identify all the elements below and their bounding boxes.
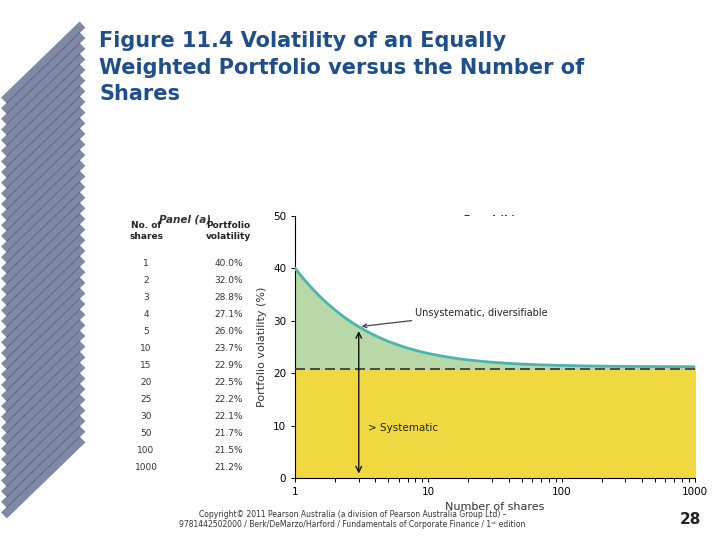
Text: Panel (b): Panel (b) [463, 214, 515, 224]
Text: 21.7%: 21.7% [214, 429, 243, 438]
Text: 50: 50 [140, 429, 152, 438]
Text: Copyright© 2011 Pearson Australia (a division of Pearson Australia Group Ltd) –
: Copyright© 2011 Pearson Australia (a div… [179, 510, 526, 529]
X-axis label: Number of shares: Number of shares [445, 503, 545, 512]
Text: 21.5%: 21.5% [214, 446, 243, 455]
Text: 28: 28 [680, 512, 701, 526]
Text: 26.0%: 26.0% [214, 327, 243, 336]
Text: Portfolio
volatility: Portfolio volatility [206, 221, 251, 241]
Text: > Systematic: > Systematic [368, 423, 438, 433]
Text: 2: 2 [143, 276, 149, 285]
Text: 1: 1 [143, 259, 149, 268]
Text: 22.1%: 22.1% [214, 413, 243, 421]
Text: 23.7%: 23.7% [214, 345, 243, 353]
Text: 5: 5 [143, 327, 149, 336]
Text: Figure 11.4 Volatility of an Equally
Weighted Portfolio versus the Number of
Sha: Figure 11.4 Volatility of an Equally Wei… [99, 31, 585, 104]
Text: 100: 100 [138, 446, 155, 455]
Text: 3: 3 [143, 293, 149, 302]
Text: 22.2%: 22.2% [214, 395, 243, 404]
Text: 1000: 1000 [135, 463, 158, 472]
Text: 10: 10 [140, 345, 152, 353]
Text: 30: 30 [140, 413, 152, 421]
Text: No. of
shares: No. of shares [129, 221, 163, 241]
Text: 32.0%: 32.0% [214, 276, 243, 285]
Text: 27.1%: 27.1% [214, 310, 243, 319]
Text: 28.8%: 28.8% [214, 293, 243, 302]
Text: Panel (a): Panel (a) [159, 214, 212, 224]
Y-axis label: Portfolio volatility (%): Portfolio volatility (%) [258, 287, 268, 407]
Text: Unsystematic, diversifiable: Unsystematic, diversifiable [363, 307, 548, 328]
Text: 40.0%: 40.0% [214, 259, 243, 268]
Text: 4: 4 [143, 310, 149, 319]
Text: 20: 20 [140, 378, 152, 387]
Text: 25: 25 [140, 395, 152, 404]
Text: 15: 15 [140, 361, 152, 370]
Text: 21.2%: 21.2% [214, 463, 243, 472]
Text: 22.5%: 22.5% [214, 378, 243, 387]
Text: 22.9%: 22.9% [214, 361, 243, 370]
